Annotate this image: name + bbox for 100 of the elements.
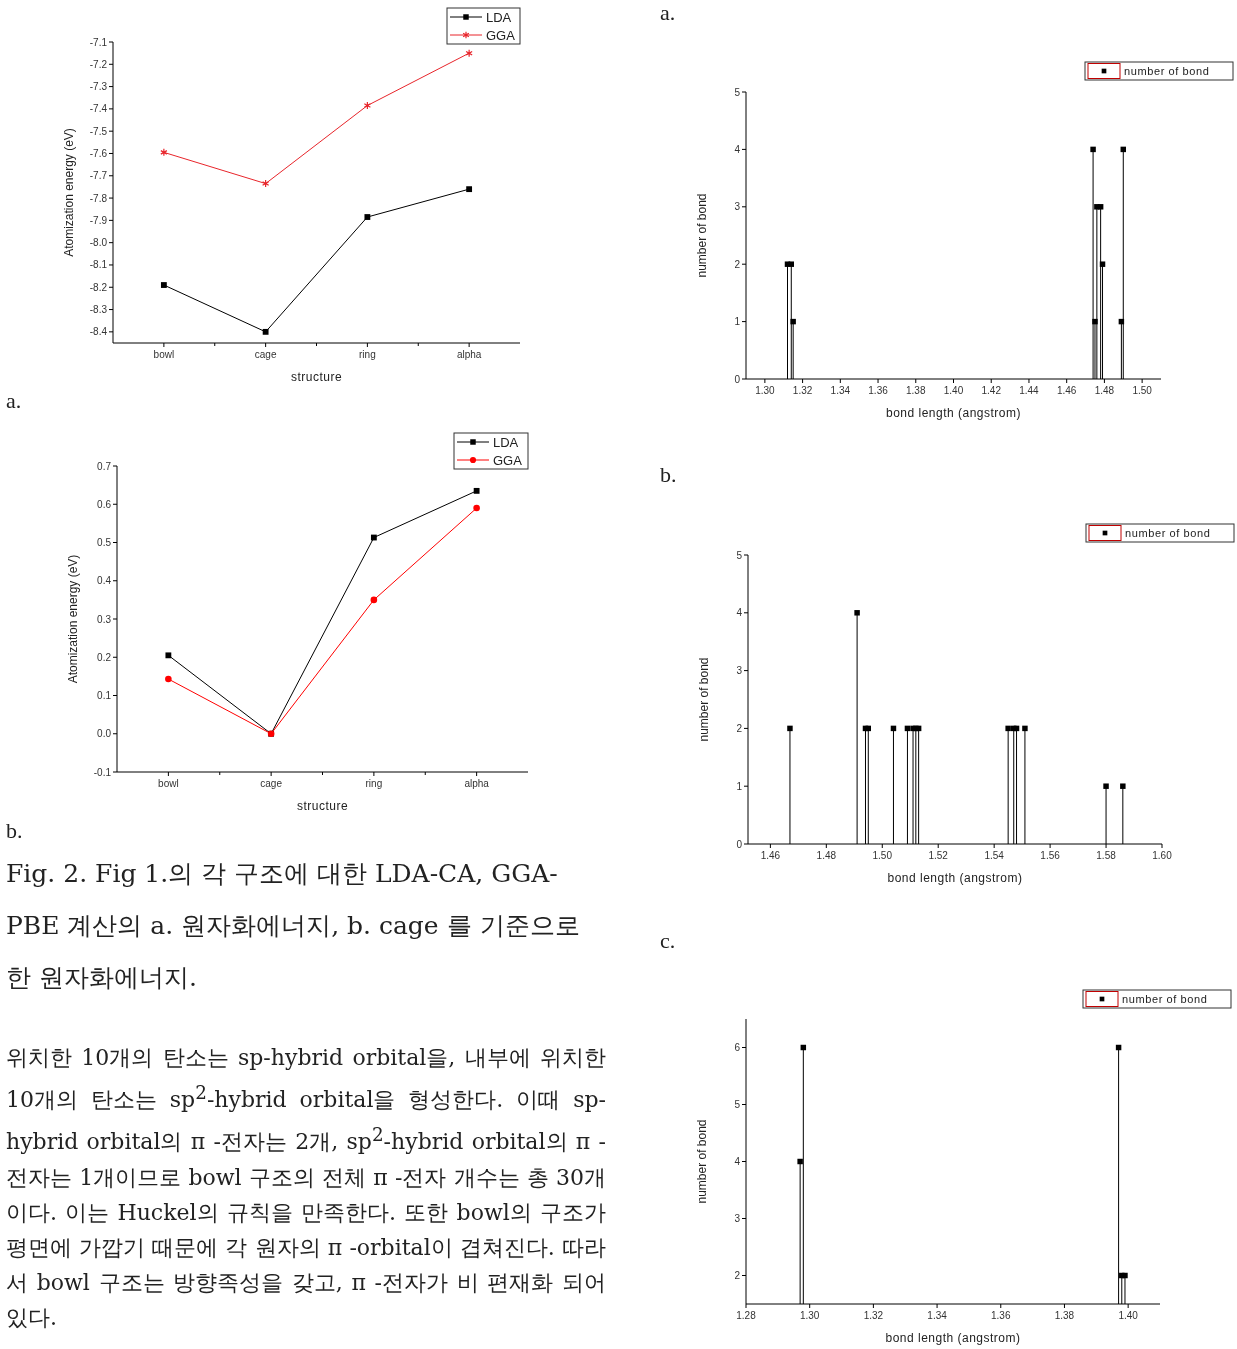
- x-tick-label: 1.38: [1054, 1310, 1075, 1321]
- y-tick-label: 3: [736, 665, 743, 677]
- y-tick-label: -8.4: [89, 326, 108, 338]
- y-tick-label: 0.1: [97, 690, 112, 701]
- legend-label: number of bond: [1125, 526, 1211, 539]
- y-tick-label: -7.8: [89, 192, 108, 204]
- y-tick-label: 4: [736, 607, 743, 619]
- y-tick-label: 3: [734, 1213, 741, 1224]
- x-tick-label: 1.50: [872, 850, 893, 861]
- y-tick-label: 2: [734, 1270, 741, 1281]
- y-axis-title: Atomization energy (eV): [66, 554, 80, 684]
- x-tick-label: 1.60: [1152, 850, 1173, 861]
- caption: Fig. 2. Fig 1.의 각 구조에 대한 LDA-CA, GGA-PBE 계산의 a. 원자화에너지, b. cage 를 기준으로 한 원자화에너지.: [6, 858, 581, 994]
- y-tick-label: 0.3: [97, 613, 112, 625]
- point: [797, 1158, 803, 1165]
- x-tick-label: 1.40: [943, 385, 964, 396]
- y-tick-label: -7.6: [89, 147, 108, 159]
- legend-label: GGA: [493, 452, 523, 468]
- y-tick-label: 0: [734, 373, 741, 385]
- point: [1022, 725, 1028, 732]
- point: [165, 675, 172, 683]
- x-tick-label: 1.32: [792, 385, 813, 396]
- y-tick-label: 0.2: [97, 651, 112, 663]
- x-tick-label: 1.38: [906, 385, 926, 396]
- x-tick-label: ring: [365, 778, 383, 789]
- point: [1120, 783, 1126, 789]
- text: b.: [6, 818, 23, 843]
- y-tick-label: 1: [734, 316, 741, 328]
- x-axis-title: bond length (angstrom): [887, 871, 1023, 885]
- x-tick-label: cage: [260, 778, 283, 789]
- y-tick-label: 0.4: [97, 575, 112, 587]
- text: b.: [660, 462, 677, 487]
- point: [261, 179, 270, 188]
- x-tick-label: 1.50: [1132, 385, 1153, 396]
- point: [160, 148, 168, 157]
- y-tick-label: 0.0: [97, 728, 112, 740]
- y-tick-label: -7.3: [89, 81, 108, 93]
- x-tick-label: 1.36: [991, 1310, 1011, 1321]
- x-tick-label: 1.46: [1056, 385, 1077, 396]
- y-tick-label: -7.2: [89, 58, 108, 70]
- legend-label: LDA: [493, 434, 519, 450]
- y-tick-label: -7.1: [89, 36, 108, 48]
- point: [790, 318, 796, 325]
- x-tick-label: 1.36: [868, 385, 889, 396]
- legend-label: LDA: [486, 9, 512, 25]
- point: [1090, 146, 1096, 153]
- x-tick-label: 1.48: [816, 850, 837, 861]
- x-axis-title: bond length (angstrom): [885, 1331, 1021, 1345]
- text: 위치한 10개의 탄소는 sp-hybrid orbital을, 내부에 위치한 10개의 탄소는 sp$^{2}$-hybrid orbital을 형성한다. 이때 sp-hybrid orbital의 π -전자는 2개, sp$^{2}$-hybrid orbital의 π -전자는 1개이므로 bowl 구조의 전체 π -전자 개수는 총 30개이다. 이는 Huckel의 규칙을 만족한다. 또한 bowl의 구조가 평면에 가깝기 때문에 각 원자의 π -orbital이 겹쳐진다. 따라서 bowl 구조는 방향족성을 갖고, π -전자가 비 편재화 되어있다.: [6, 1045, 606, 1330]
- y-tick-label: 5: [734, 1099, 741, 1110]
- y-tick-label: 5: [734, 86, 741, 98]
- x-axis-title: structure: [290, 370, 343, 384]
- x-tick-label: 1.42: [981, 385, 1002, 396]
- point: [465, 49, 473, 58]
- y-tick-label: -7.7: [89, 170, 108, 182]
- y-tick-label: 4: [734, 1156, 741, 1167]
- x-tick-label: 1.34: [927, 1310, 948, 1321]
- point: [1099, 261, 1106, 267]
- point: [363, 101, 372, 110]
- y-tick-label: 1: [736, 780, 743, 792]
- point: [364, 214, 371, 220]
- x-tick-label: cage: [254, 349, 277, 360]
- x-tick-label: 1.46: [760, 850, 781, 861]
- y-tick-label: -8.1: [89, 259, 108, 271]
- y-tick-label: 4: [734, 143, 741, 155]
- point: [473, 504, 480, 512]
- y-tick-label: 6: [734, 1042, 741, 1053]
- y-tick-label: 0.5: [97, 537, 112, 548]
- text: c.: [660, 928, 676, 953]
- legend-label: number of bond: [1124, 64, 1210, 77]
- x-tick-label: 1.52: [928, 850, 949, 861]
- x-axis-title: bond length (angstrom): [885, 406, 1022, 420]
- x-tick-label: 1.54: [984, 850, 1005, 861]
- y-axis-title: number of bond: [695, 193, 709, 278]
- point: [788, 261, 795, 267]
- point: [1103, 783, 1109, 789]
- x-tick-label: 1.28: [736, 1310, 757, 1321]
- y-tick-label: -7.4: [89, 103, 108, 115]
- y-tick-label: -7.9: [89, 214, 108, 226]
- y-tick-label: -0.1: [93, 766, 112, 778]
- point: [370, 596, 378, 604]
- x-tick-label: 1.34: [830, 385, 851, 396]
- x-tick-label: 1.48: [1094, 385, 1115, 396]
- point: [1005, 725, 1011, 732]
- x-tick-label: 1.40: [1118, 1310, 1139, 1321]
- x-tick-label: 1.30: [799, 1310, 820, 1321]
- point: [160, 282, 167, 288]
- text: a.: [660, 0, 676, 25]
- x-tick-label: 1.44: [1019, 385, 1040, 396]
- text: a.: [6, 388, 22, 413]
- point: [466, 186, 473, 193]
- y-axis-title: number of bond: [695, 1119, 709, 1204]
- legend-label: GGA: [486, 27, 516, 43]
- y-tick-label: -8.0: [89, 237, 108, 249]
- x-tick-label: bowl: [158, 778, 179, 789]
- x-tick-label: 1.30: [755, 385, 776, 396]
- y-tick-label: 3: [734, 201, 741, 213]
- y-tick-label: 0.7: [97, 460, 112, 472]
- y-tick-label: 2: [734, 258, 741, 270]
- x-axis-title: structure: [296, 799, 349, 813]
